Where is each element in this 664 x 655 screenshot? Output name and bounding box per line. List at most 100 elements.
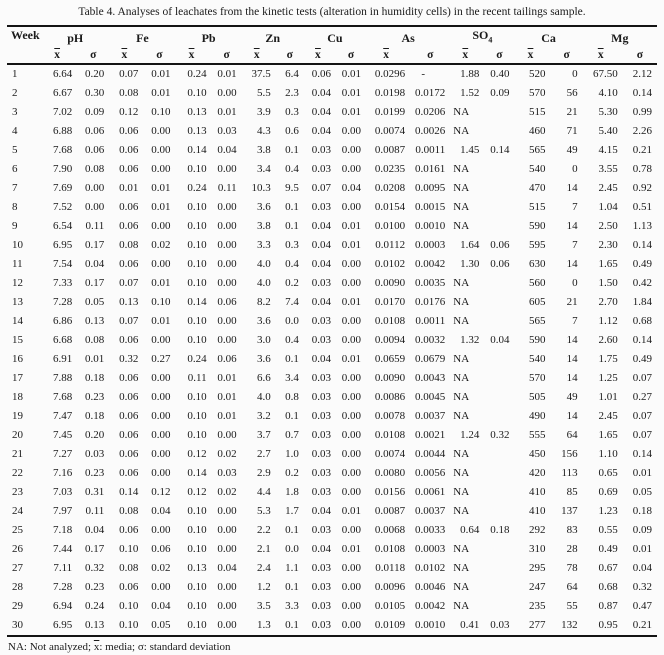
value-cell: 0.00 (341, 201, 362, 214)
value-cell: 3.4 (257, 163, 271, 176)
value-cell: 14 (566, 220, 578, 233)
value-cell: 0.01 (341, 68, 362, 81)
value-cell: 292 (529, 524, 546, 537)
value-cell: 83 (566, 524, 578, 537)
value-cell: 0.49 (598, 543, 618, 556)
value-cell: 0.0170 (374, 296, 406, 309)
value-cell: 0.14 (490, 144, 510, 157)
value-cell: 0.32 (632, 581, 652, 594)
subheader-sigma: σ (427, 49, 434, 62)
value-cell: 0.08 (119, 87, 139, 100)
value-cell: 0.00 (217, 277, 237, 290)
value-cell: 0.24 (85, 600, 105, 613)
value-cell: 0.3 (285, 106, 299, 119)
value-cell: 0.14 (119, 486, 139, 499)
value-cell: 2.60 (598, 334, 618, 347)
value-cell: 6.95 (52, 239, 73, 252)
value-cell: 235 (529, 600, 546, 613)
table-row: 17 7.88 0.18 0.06 0.00 0.11 0.01 6.6 3.4 0.03 0.00… (7, 369, 657, 388)
value-cell: 0.11 (187, 372, 207, 385)
na-cell: NA (453, 277, 470, 290)
subheader-sigma: σ (636, 49, 643, 62)
value-cell: 0.01 (341, 353, 362, 366)
value-cell: 0.99 (632, 106, 652, 119)
week-cell: 3 (12, 106, 18, 119)
value-cell: 0.00 (217, 201, 237, 214)
value-cell: - (421, 68, 426, 81)
value-cell: 3.6 (257, 353, 271, 366)
value-cell: 0.1 (285, 144, 299, 157)
value-cell: 0.10 (187, 163, 207, 176)
value-cell: 420 (529, 467, 546, 480)
subheader-mean: x (315, 49, 321, 62)
value-cell: 0.10 (187, 220, 207, 233)
table-body: 1 6.64 0.20 0.07 0.01 0.24 0.01 37.5 6.4 0.06 0.01… (7, 64, 657, 636)
na-cell: NA (453, 182, 470, 195)
subheader-mean: x (462, 49, 469, 62)
value-cell: 0.10 (187, 334, 207, 347)
value-cell: 6.6 (257, 372, 271, 385)
table-row: 2 6.67 0.30 0.08 0.01 0.10 0.00 5.5 2.3 0.04 0.01 0… (7, 84, 657, 103)
value-cell: 0.14 (632, 448, 652, 461)
value-cell: 0.0096 (374, 581, 406, 594)
value-cell: 515 (529, 106, 546, 119)
value-cell: 0.06 (151, 543, 171, 556)
week-cell: 17 (12, 372, 23, 385)
value-cell: 0.09 (490, 87, 510, 100)
value-cell: 7.18 (52, 524, 73, 537)
value-cell: 460 (529, 125, 546, 138)
value-cell: 0.06 (119, 125, 139, 138)
value-cell: 0.03 (490, 619, 510, 632)
value-cell: 0.10 (187, 258, 207, 271)
value-cell: 0.20 (85, 429, 105, 442)
value-cell: 0.0003 (415, 543, 446, 556)
value-cell: 3.4 (285, 372, 299, 385)
value-cell: 0.03 (85, 448, 105, 461)
na-cell: NA (453, 448, 470, 461)
value-cell: 0.67 (598, 562, 618, 575)
value-cell: 0.30 (85, 87, 105, 100)
value-cell: 0.10 (187, 277, 207, 290)
value-cell: 0.03 (311, 467, 331, 480)
value-cell: 4.10 (598, 87, 618, 100)
week-cell: 1 (12, 68, 18, 81)
value-cell: 0.0206 (415, 106, 446, 119)
week-cell: 5 (12, 144, 18, 157)
week-cell: 23 (12, 486, 23, 499)
value-cell: 0.00 (151, 391, 171, 404)
value-cell: 0.14 (187, 296, 207, 309)
value-cell: 0.65 (598, 467, 618, 480)
value-cell: 3.2 (257, 410, 271, 423)
value-cell: 0.01 (151, 277, 171, 290)
value-cell: 0.00 (341, 315, 362, 328)
value-cell: 67.50 (593, 68, 618, 81)
column-group-as: As (401, 30, 415, 45)
value-cell: 0.10 (119, 619, 139, 632)
value-cell: 0.0015 (415, 201, 446, 214)
value-cell: 3.8 (257, 220, 271, 233)
value-cell: 0.0 (285, 315, 299, 328)
column-group-ph: pH (67, 30, 84, 45)
na-cell: NA (453, 410, 470, 423)
value-cell: 0.0026 (415, 125, 446, 138)
table-row: 3 7.02 0.09 0.12 0.10 0.13 0.01 3.9 0.3 0.04 0.01 0… (7, 103, 657, 122)
value-cell: 0.0068 (374, 524, 406, 537)
na-cell: NA (453, 391, 470, 404)
value-cell: 5.5 (257, 87, 271, 100)
value-cell: 0.0679 (415, 353, 446, 366)
value-cell: 0.05 (632, 486, 652, 499)
value-cell: 0.06 (217, 353, 237, 366)
value-cell: 2.26 (632, 125, 652, 138)
value-cell: 0.24 (187, 68, 207, 81)
value-cell: 0.55 (598, 524, 618, 537)
value-cell: 78 (566, 562, 578, 575)
value-cell: 0.01 (151, 201, 171, 214)
value-cell: 295 (529, 562, 546, 575)
value-cell: 8.2 (257, 296, 271, 309)
column-group-mg: Mg (611, 30, 629, 45)
value-cell: 0.00 (151, 125, 171, 138)
value-cell: 0.00 (217, 619, 237, 632)
value-cell: 2.2 (257, 524, 271, 537)
week-cell: 24 (12, 505, 23, 518)
value-cell: 0.10 (187, 201, 207, 214)
